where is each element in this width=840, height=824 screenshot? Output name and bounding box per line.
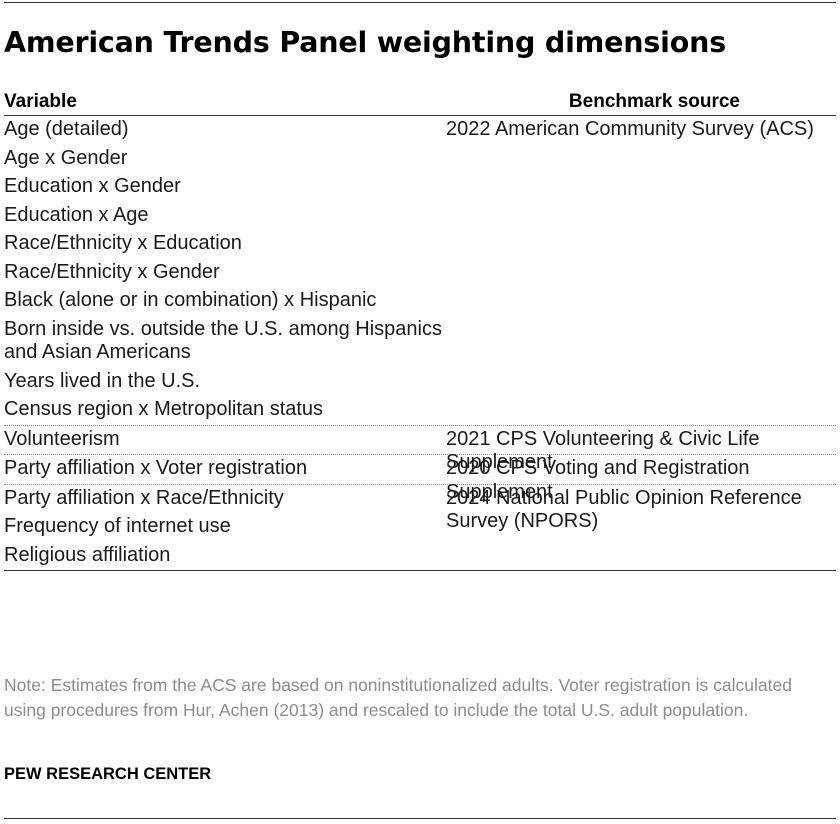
variable-list: Age (detailed) Age x Gender Education x Ge… xyxy=(4,116,444,425)
variable-cell: Black (alone or in combination) x Hispan… xyxy=(4,289,377,311)
weighting-table: Variable Benchmark source Age (detailed)… xyxy=(4,89,836,571)
bottom-rule xyxy=(4,818,836,819)
header-variable: Variable xyxy=(4,91,77,112)
variable-cell: Race/Ethnicity x Gender xyxy=(4,260,220,283)
table-row-group: Party affiliation x Race/Ethnicity Freque… xyxy=(4,485,836,571)
variable-cell: Education x Gender xyxy=(4,175,181,197)
table-row-group: Party affiliation x Voter registration 20… xyxy=(4,455,836,503)
variable-cell: Born inside vs. outside the U.S. among H… xyxy=(4,317,442,364)
variable-cell: Age x Gender xyxy=(4,146,128,169)
variable-cell: Religious affiliation xyxy=(4,543,171,566)
variable-list: Volunteerism xyxy=(4,426,444,455)
variable-list: Party affiliation x Voter registration xyxy=(4,455,444,484)
variable-cell: Years lived in the U.S. xyxy=(4,369,201,392)
table-body: Age (detailed) Age x Gender Education x Ge… xyxy=(4,116,836,571)
variable-cell: Party affiliation x Race/Ethnicity xyxy=(4,486,284,509)
source-credit: PEW RESEARCH CENTER xyxy=(4,765,212,783)
table-row-group: Age (detailed) Age x Gender Education x Ge… xyxy=(4,116,836,426)
benchmark-source-cell: 2022 American Community Survey (ACS) xyxy=(446,118,814,140)
variable-cell: Race/Ethnicity x Education xyxy=(4,232,242,254)
variable-list: Party affiliation x Race/Ethnicity Freque… xyxy=(4,485,444,571)
variable-cell: Party affiliation x Voter registration xyxy=(4,457,308,479)
benchmark-source-cell: 2020 CPS Voting and Registration Supplem… xyxy=(446,457,750,503)
table-row-group: Volunteerism 2021 CPS Volunteering & Civi… xyxy=(4,426,836,473)
variable-cell: Education x Age xyxy=(4,203,149,226)
top-rule xyxy=(4,2,836,3)
page-title: American Trends Panel weighting dimensio… xyxy=(4,26,726,59)
variable-cell: Volunteerism xyxy=(4,427,120,450)
variable-cell: Frequency of internet use xyxy=(4,515,231,537)
header-benchmark-source: Benchmark source xyxy=(568,91,740,112)
footnote: Note: Estimates from the ACS are based o… xyxy=(4,675,792,720)
variable-cell: Age (detailed) xyxy=(4,118,129,140)
benchmark-source-cell: 2024 National Public Opinion Reference S… xyxy=(446,486,802,533)
variable-cell: Census region x Metropolitan status xyxy=(4,398,324,420)
table-header: Variable Benchmark source xyxy=(4,89,836,116)
benchmark-source-cell: 2021 CPS Volunteering & Civic Life Suppl… xyxy=(446,427,760,474)
